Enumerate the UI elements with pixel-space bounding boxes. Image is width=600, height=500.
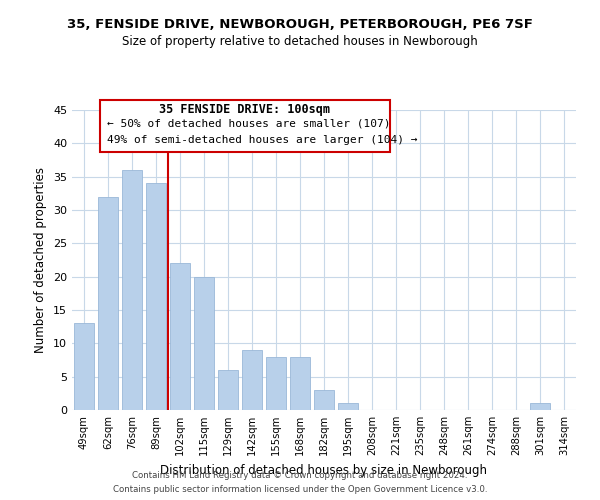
- Bar: [338, 404, 358, 410]
- Text: 35 FENSIDE DRIVE: 100sqm: 35 FENSIDE DRIVE: 100sqm: [159, 103, 330, 116]
- Bar: [122, 170, 142, 410]
- Bar: [74, 324, 94, 410]
- Bar: [314, 390, 334, 410]
- Bar: [194, 276, 214, 410]
- Bar: [266, 356, 286, 410]
- Y-axis label: Number of detached properties: Number of detached properties: [34, 167, 47, 353]
- Bar: [530, 404, 550, 410]
- Text: Contains public sector information licensed under the Open Government Licence v3: Contains public sector information licen…: [113, 484, 487, 494]
- Bar: [218, 370, 238, 410]
- FancyBboxPatch shape: [100, 100, 389, 152]
- Bar: [146, 184, 166, 410]
- Text: Size of property relative to detached houses in Newborough: Size of property relative to detached ho…: [122, 35, 478, 48]
- Bar: [290, 356, 310, 410]
- Text: 35, FENSIDE DRIVE, NEWBOROUGH, PETERBOROUGH, PE6 7SF: 35, FENSIDE DRIVE, NEWBOROUGH, PETERBORO…: [67, 18, 533, 30]
- Text: 49% of semi-detached houses are larger (104) →: 49% of semi-detached houses are larger (…: [107, 135, 418, 145]
- Bar: [170, 264, 190, 410]
- X-axis label: Distribution of detached houses by size in Newborough: Distribution of detached houses by size …: [161, 464, 487, 476]
- Bar: [242, 350, 262, 410]
- Text: Contains HM Land Registry data © Crown copyright and database right 2024.: Contains HM Land Registry data © Crown c…: [132, 472, 468, 480]
- Bar: [98, 196, 118, 410]
- Text: ← 50% of detached houses are smaller (107): ← 50% of detached houses are smaller (10…: [107, 119, 391, 129]
